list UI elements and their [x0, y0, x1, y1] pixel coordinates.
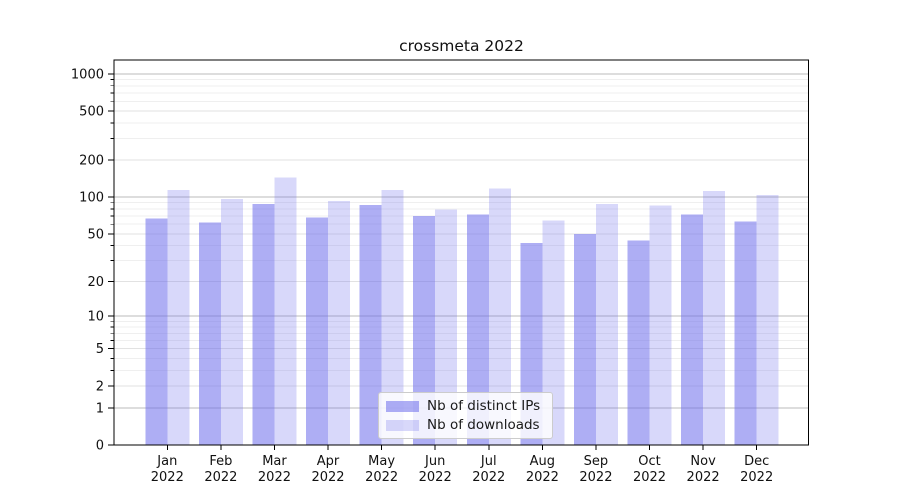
- bar-downloads-nov: [703, 191, 726, 445]
- series-downloads: [167, 177, 779, 446]
- y-tick-label-10: 10: [87, 310, 104, 325]
- bar-downloads-oct: [649, 205, 672, 445]
- x-tick-year-apr: 2022: [311, 470, 344, 485]
- y-tick-label-20: 20: [87, 275, 104, 290]
- y-tick-label-50: 50: [87, 227, 104, 242]
- x-tick-label-sep: Sep: [584, 454, 609, 469]
- legend-swatch-distinct-ips: [386, 400, 419, 412]
- bar-ips-jan: [145, 218, 168, 445]
- y-tick-label-0: 0: [96, 439, 104, 454]
- x-tick-year-dec: 2022: [740, 470, 773, 485]
- bar-downloads-apr: [328, 200, 351, 445]
- y-tick-label-1000: 1000: [71, 67, 104, 82]
- y-tick-label-2: 2: [96, 379, 104, 394]
- bar-downloads-aug: [542, 220, 565, 445]
- bar-ips-sep: [573, 233, 596, 445]
- x-tick-label-may: May: [368, 454, 395, 469]
- bar-ips-apr: [306, 217, 329, 445]
- bar-downloads-may: [381, 190, 404, 445]
- x-tick-year-sep: 2022: [579, 470, 612, 485]
- y-tick-label-500: 500: [79, 105, 104, 120]
- x-tick-label-jul: Jul: [480, 454, 497, 469]
- bar-ips-feb: [198, 222, 221, 445]
- plot-border: [113, 59, 809, 446]
- x-tick-label-dec: Dec: [744, 454, 769, 469]
- x-tick-year-may: 2022: [365, 470, 398, 485]
- bar-downloads-jun: [435, 209, 458, 445]
- bar-downloads-jan: [167, 190, 190, 445]
- legend: Nb of distinct IPs Nb of downloads: [378, 392, 554, 439]
- bar-ips-dec: [734, 221, 757, 445]
- bar-downloads-jul: [488, 188, 511, 446]
- legend-label-distinct-ips: Nb of distinct IPs: [427, 398, 541, 414]
- y-tick-label-200: 200: [79, 154, 104, 169]
- chart-title: crossmeta 2022: [399, 37, 524, 55]
- y-tick-label-1: 1: [96, 401, 104, 416]
- bar-ips-may: [359, 205, 382, 445]
- x-tick-label-feb: Feb: [209, 454, 232, 469]
- bar-ips-nov: [681, 214, 704, 445]
- bar-downloads-mar: [274, 177, 297, 446]
- legend-label-downloads: Nb of downloads: [427, 417, 540, 433]
- x-tick-year-jan: 2022: [151, 470, 184, 485]
- x-tick-label-apr: Apr: [317, 454, 340, 469]
- x-tick-year-jul: 2022: [472, 470, 505, 485]
- x-tick-label-jun: Jun: [424, 454, 445, 469]
- x-tick-label-aug: Aug: [530, 454, 555, 469]
- x-tick-year-mar: 2022: [258, 470, 291, 485]
- legend-item-distinct-ips: Nb of distinct IPs: [386, 398, 540, 414]
- y-tick-label-5: 5: [96, 342, 104, 357]
- x-tick-year-oct: 2022: [633, 470, 666, 485]
- bar-downloads-feb: [220, 199, 243, 445]
- x-tick-year-aug: 2022: [526, 470, 559, 485]
- legend-item-downloads: Nb of downloads: [386, 417, 540, 433]
- y-tick-label-100: 100: [79, 191, 104, 206]
- x-tick-year-feb: 2022: [204, 470, 237, 485]
- bar-ips-jul: [466, 214, 489, 445]
- x-tick-label-mar: Mar: [262, 454, 287, 469]
- x-tick-year-jun: 2022: [419, 470, 452, 485]
- bar-ips-oct: [627, 240, 650, 445]
- bar-downloads-dec: [756, 194, 779, 445]
- bar-ips-jun: [413, 215, 436, 445]
- x-tick-year-nov: 2022: [687, 470, 720, 485]
- legend-swatch-downloads: [386, 419, 419, 431]
- bar-downloads-sep: [595, 203, 618, 445]
- x-tick-label-nov: Nov: [690, 454, 716, 469]
- x-tick-label-oct: Oct: [638, 454, 660, 469]
- x-tick-label-jan: Jan: [156, 454, 177, 469]
- bar-ips-mar: [252, 203, 275, 445]
